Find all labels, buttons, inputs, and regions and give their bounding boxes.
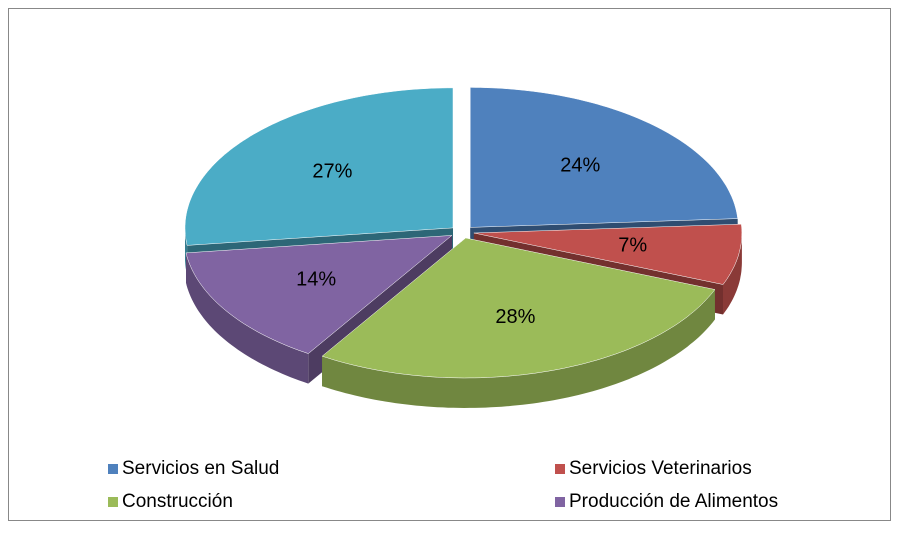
legend-swatch xyxy=(108,464,118,474)
slice-wall xyxy=(723,233,742,315)
data-label: 28% xyxy=(495,306,535,328)
data-label: 27% xyxy=(312,161,352,183)
slice-wall xyxy=(186,252,309,384)
data-label: 14% xyxy=(296,269,336,291)
data-label: 24% xyxy=(560,154,600,176)
legend-swatch xyxy=(108,497,118,507)
legend-label: Construcción xyxy=(122,491,233,512)
slice xyxy=(185,235,453,354)
slice-wall xyxy=(322,289,715,408)
slice xyxy=(473,223,743,285)
legend-label: Servicios Veterinarios xyxy=(569,458,752,479)
legend-swatch xyxy=(555,464,565,474)
slice xyxy=(469,87,738,228)
legend-label: Servicios en Salud xyxy=(122,458,279,479)
data-label: 7% xyxy=(618,234,647,256)
legend-swatch xyxy=(555,497,565,507)
slice xyxy=(184,87,454,246)
legend-label: Producción de Alimentos xyxy=(569,491,778,512)
slice xyxy=(321,237,716,379)
